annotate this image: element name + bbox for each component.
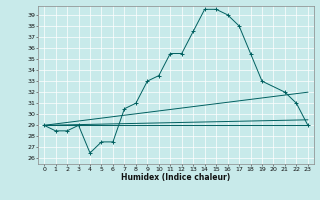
X-axis label: Humidex (Indice chaleur): Humidex (Indice chaleur): [121, 173, 231, 182]
